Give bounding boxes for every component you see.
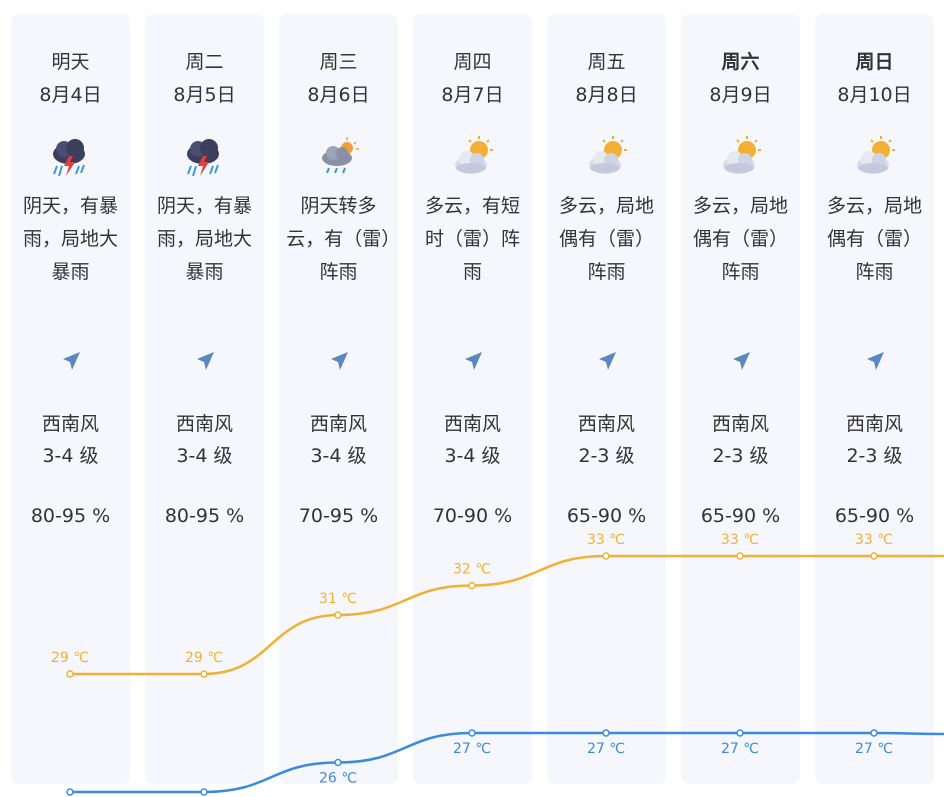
day-column: 明天 8月4日阴天，有暴雨，局地大暴雨西南风 3-4 级 80-95 % bbox=[11, 14, 130, 784]
wind-level: 2-3 级 bbox=[846, 445, 903, 467]
wind-level: 3-4 级 bbox=[444, 445, 501, 467]
weather-description: 阴天，有暴雨，局地大暴雨 bbox=[22, 195, 118, 283]
weekday-label: 周二 bbox=[185, 51, 224, 73]
day-column: 周五 8月8日多云，局地偶有（雷）阵雨西南风 2-3 级 65-90 % bbox=[547, 14, 666, 784]
weekday-label: 周五 bbox=[587, 51, 626, 73]
weekday-label: 周六 bbox=[721, 51, 760, 73]
weekday-label: 周三 bbox=[319, 51, 358, 73]
wind-level: 2-3 级 bbox=[712, 445, 769, 467]
partly-cloudy-icon bbox=[717, 134, 765, 182]
partly-cloudy-icon bbox=[449, 134, 497, 182]
thunderstorm-icon bbox=[181, 134, 229, 182]
date-label: 8月7日 bbox=[441, 84, 504, 106]
wind-direction: 西南风 bbox=[845, 413, 903, 435]
date-label: 8月6日 bbox=[307, 84, 370, 106]
date-label: 8月10日 bbox=[837, 84, 912, 106]
wind-direction: 西南风 bbox=[711, 413, 769, 435]
wind-direction-icon bbox=[730, 350, 752, 372]
humidity: 65-90 % bbox=[566, 505, 647, 527]
partly-cloudy-icon bbox=[583, 134, 631, 182]
humidity: 65-90 % bbox=[700, 505, 781, 527]
date-label: 8月4日 bbox=[39, 84, 102, 106]
humidity: 70-95 % bbox=[298, 505, 379, 527]
date-label: 8月5日 bbox=[173, 84, 236, 106]
wind-direction: 西南风 bbox=[175, 413, 233, 435]
wind-direction-icon bbox=[462, 350, 484, 372]
wind-level: 3-4 级 bbox=[42, 445, 99, 467]
weather-description: 阴天转多云，有（雷）阵雨 bbox=[286, 195, 391, 283]
wind-direction: 西南风 bbox=[309, 413, 367, 435]
wind-direction-icon bbox=[596, 350, 618, 372]
weather-description: 多云，局地偶有（雷）阵雨 bbox=[826, 195, 922, 283]
wind-direction-icon bbox=[864, 350, 886, 372]
wind-direction: 西南风 bbox=[443, 413, 501, 435]
thunderstorm-icon bbox=[47, 134, 95, 182]
wind-level: 2-3 级 bbox=[578, 445, 635, 467]
wind-direction-icon bbox=[60, 350, 82, 372]
day-column: 周四 8月7日多云，有短时（雷）阵雨西南风 3-4 级 70-90 % bbox=[413, 14, 532, 784]
humidity: 80-95 % bbox=[30, 505, 111, 527]
wind-level: 3-4 级 bbox=[176, 445, 233, 467]
wind-direction: 西南风 bbox=[577, 413, 635, 435]
wind-direction-icon bbox=[194, 350, 216, 372]
weekday-label: 周日 bbox=[855, 51, 894, 73]
weekday-label: 周四 bbox=[453, 51, 492, 73]
day-column: 周二 8月5日阴天，有暴雨，局地大暴雨西南风 3-4 级 80-95 % bbox=[145, 14, 264, 784]
weekday-label: 明天 bbox=[51, 51, 90, 73]
day-column: 周六 8月9日多云，局地偶有（雷）阵雨西南风 2-3 级 65-90 % bbox=[681, 14, 800, 784]
wind-direction: 西南风 bbox=[41, 413, 99, 435]
humidity: 70-90 % bbox=[432, 505, 513, 527]
cloudy-shower-icon bbox=[315, 134, 363, 182]
date-label: 8月9日 bbox=[709, 84, 772, 106]
weather-description: 多云，局地偶有（雷）阵雨 bbox=[692, 195, 788, 283]
day-column: 周日 8月10日多云，局地偶有（雷）阵雨西南风 2-3 级 65-90 % bbox=[815, 14, 934, 784]
weather-description: 多云，局地偶有（雷）阵雨 bbox=[558, 195, 654, 283]
weather-description: 多云，有短时（雷）阵雨 bbox=[424, 195, 520, 283]
day-column: 周三 8月6日阴天转多云，有（雷）阵雨西南风 3-4 级 70-95 % bbox=[279, 14, 398, 784]
weather-description: 阴天，有暴雨，局地大暴雨 bbox=[156, 195, 252, 283]
humidity: 80-95 % bbox=[164, 505, 245, 527]
partly-cloudy-icon bbox=[851, 134, 899, 182]
wind-direction-icon bbox=[328, 350, 350, 372]
date-label: 8月8日 bbox=[575, 84, 638, 106]
humidity: 65-90 % bbox=[834, 505, 915, 527]
wind-level: 3-4 级 bbox=[310, 445, 367, 467]
